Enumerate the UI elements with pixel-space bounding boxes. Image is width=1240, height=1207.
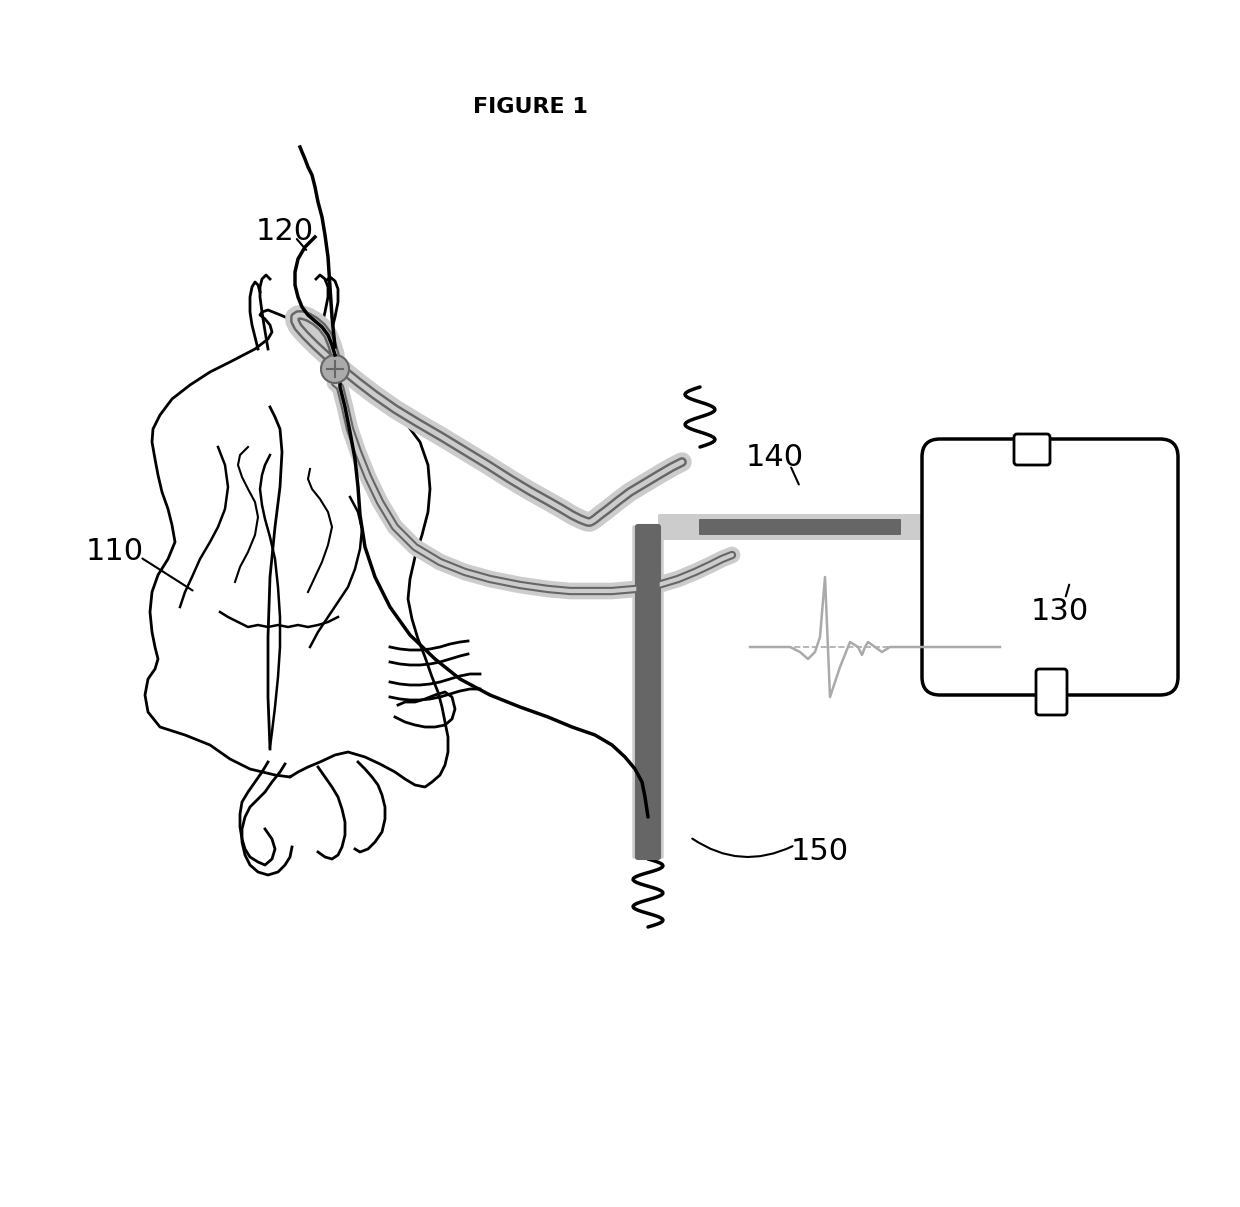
FancyBboxPatch shape [1014,435,1050,465]
Circle shape [321,355,348,383]
Text: 140: 140 [746,443,804,472]
Text: 120: 120 [255,217,314,246]
Text: 150: 150 [791,838,849,867]
FancyBboxPatch shape [699,519,901,535]
FancyBboxPatch shape [632,526,663,858]
FancyBboxPatch shape [923,439,1178,695]
FancyBboxPatch shape [658,514,942,540]
FancyBboxPatch shape [637,531,658,853]
FancyBboxPatch shape [1035,669,1066,715]
Text: 110: 110 [86,537,144,566]
Text: 130: 130 [1030,597,1089,626]
FancyBboxPatch shape [636,525,660,859]
Text: FIGURE 1: FIGURE 1 [472,97,588,117]
